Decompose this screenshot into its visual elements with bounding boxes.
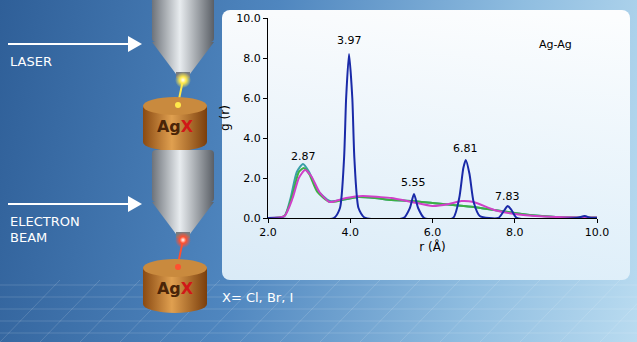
svg-text:2.87: 2.87 [291,150,316,163]
svg-text:4.0: 4.0 [342,226,360,239]
svg-text:5.55: 5.55 [401,176,426,189]
svg-text:X= Cl, Br, I: X= Cl, Br, I [222,290,293,305]
svg-text:10.0: 10.0 [585,226,610,239]
svg-text:6.81: 6.81 [453,142,478,155]
svg-text:8.0: 8.0 [506,226,524,239]
svg-text:AgX: AgX [157,117,194,136]
svg-text:8.0: 8.0 [243,52,261,65]
svg-text:3.97: 3.97 [337,34,362,47]
svg-text:6.0: 6.0 [424,226,442,239]
svg-text:6.0: 6.0 [243,92,261,105]
svg-text:ELECTRON: ELECTRON [10,214,80,229]
svg-text:Ag-Ag: Ag-Ag [539,38,572,51]
svg-text:AgX: AgX [157,279,194,298]
svg-text:g (r): g (r) [218,105,232,131]
svg-text:10.0: 10.0 [236,12,261,25]
svg-text:4.0: 4.0 [243,132,261,145]
svg-text:0.0: 0.0 [243,212,261,225]
svg-text:2.0: 2.0 [243,172,261,185]
svg-text:BEAM: BEAM [10,230,47,245]
svg-text:LASER: LASER [10,54,52,69]
svg-text:r (Å): r (Å) [419,239,445,254]
svg-text:7.83: 7.83 [495,190,520,203]
svg-text:2.0: 2.0 [259,226,277,239]
